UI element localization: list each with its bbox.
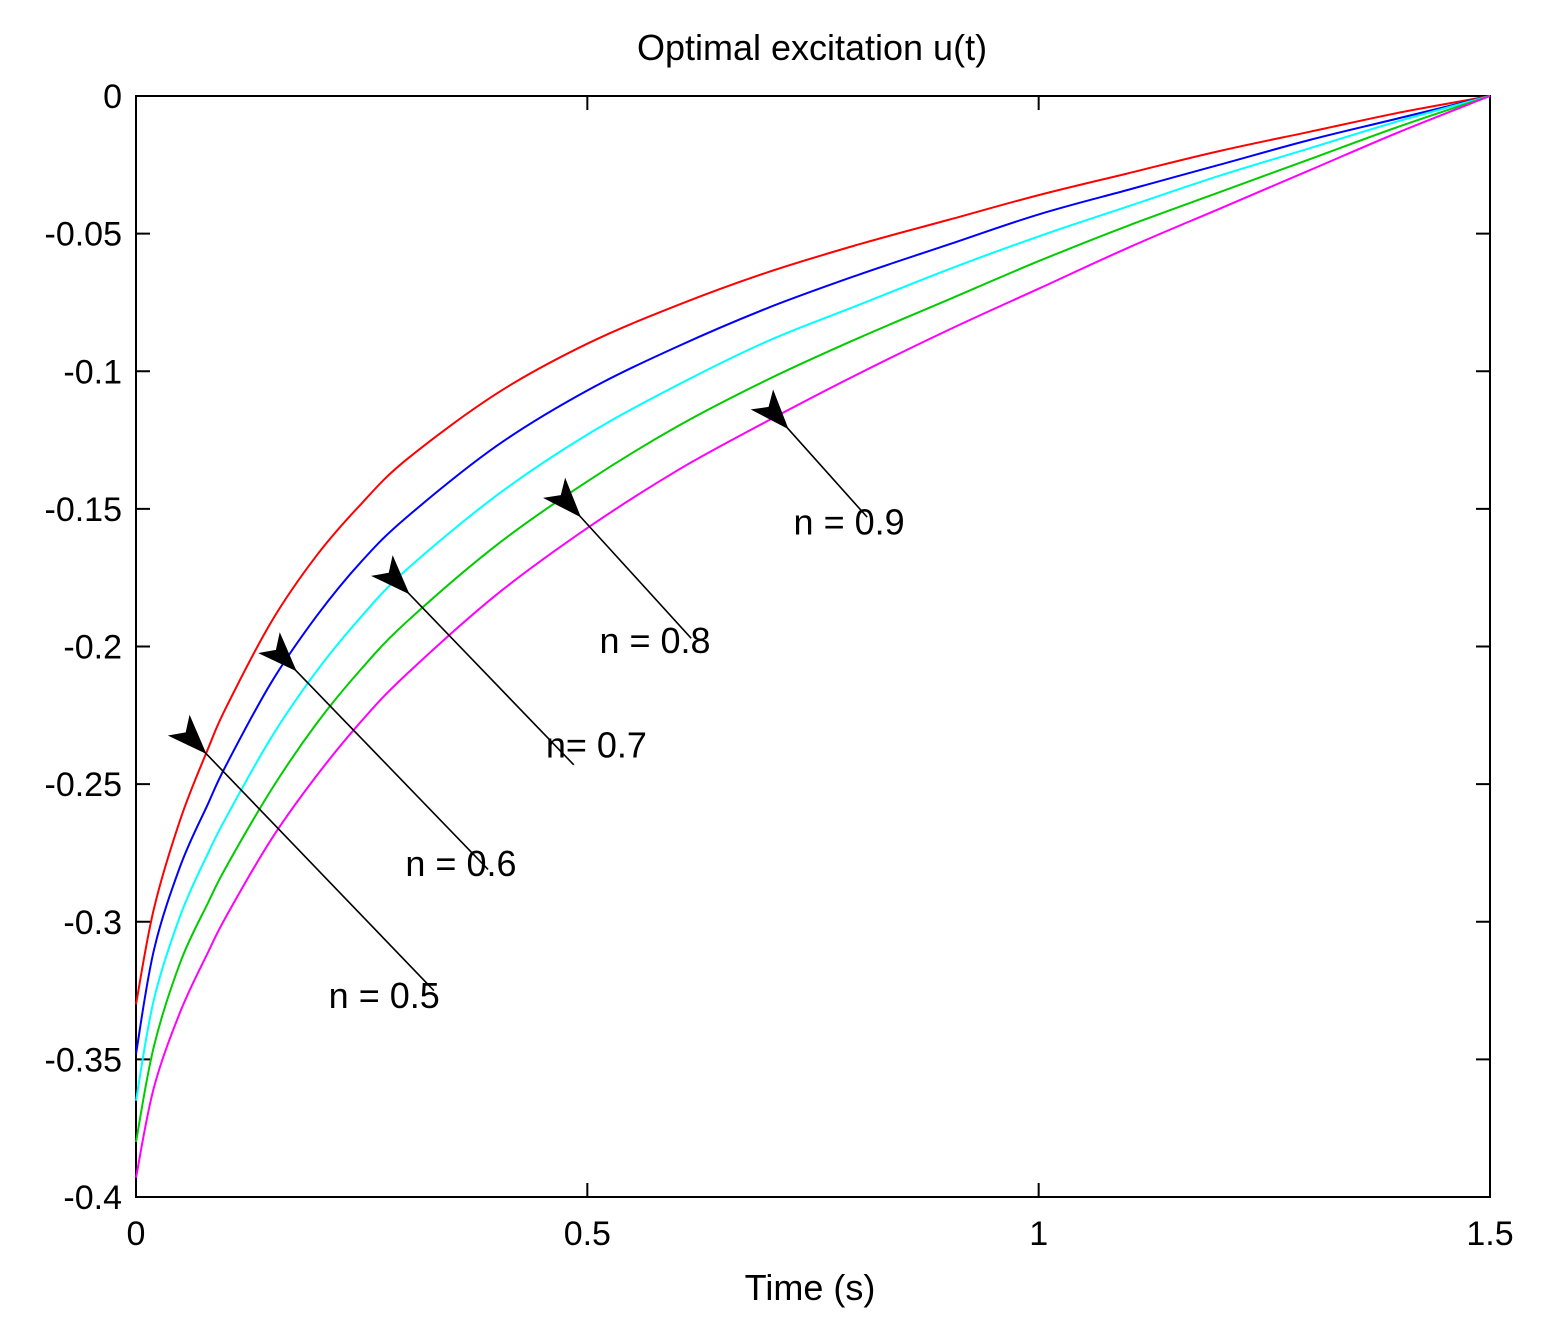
y-tick-label: -0.3 — [63, 904, 122, 942]
series-line-07 — [135, 95, 1491, 1101]
annotation-arrow — [542, 477, 692, 639]
y-axis: 0 -0.05 -0.1 -0.15 -0.2 -0.25 -0.3 -0.35 -0.4 — [45, 78, 1490, 1217]
x-axis: 0 0.5 1 1.5 — [127, 96, 1514, 1253]
x-tick-label: 1.5 — [1466, 1215, 1513, 1253]
annotation-label: n = 0.5 — [329, 975, 440, 1016]
y-tick-label: -0.15 — [45, 491, 123, 529]
x-tick-label: 0 — [127, 1215, 146, 1253]
annotation-label: n = 0.6 — [405, 843, 516, 884]
annotation-arrow — [750, 389, 868, 518]
annotation-label: n= 0.7 — [546, 725, 647, 766]
series-line-05 — [135, 95, 1491, 1005]
series-line-09 — [135, 95, 1491, 1178]
y-tick-label: -0.2 — [63, 629, 122, 667]
y-tick-label: 0 — [103, 78, 122, 116]
chart-title: Optimal excitation u(t) — [637, 27, 987, 68]
series-line-08 — [135, 95, 1491, 1143]
annotation-arrow — [371, 555, 575, 766]
annotation-arrow — [167, 714, 435, 992]
y-tick-label: -0.35 — [45, 1041, 123, 1079]
x-tick-label: 1 — [1029, 1215, 1048, 1253]
series-line-06 — [135, 95, 1491, 1055]
y-tick-label: -0.25 — [45, 766, 123, 804]
annotation-label: n = 0.9 — [794, 502, 905, 543]
y-tick-label: -0.1 — [63, 353, 122, 391]
y-tick-label: -0.05 — [45, 216, 123, 254]
series-lines — [135, 95, 1491, 1178]
y-tick-label: -0.4 — [63, 1179, 122, 1217]
x-axis-title: Time (s) — [745, 1267, 876, 1308]
annotations: n = 0.5 n = 0.6 n= 0.7 n = 0.8 n = 0.9 — [167, 389, 905, 1016]
plot-frame — [135, 95, 1491, 1198]
x-tick-label: 0.5 — [564, 1215, 611, 1253]
annotation-arrow — [258, 632, 489, 871]
annotation-label: n = 0.8 — [599, 620, 710, 661]
